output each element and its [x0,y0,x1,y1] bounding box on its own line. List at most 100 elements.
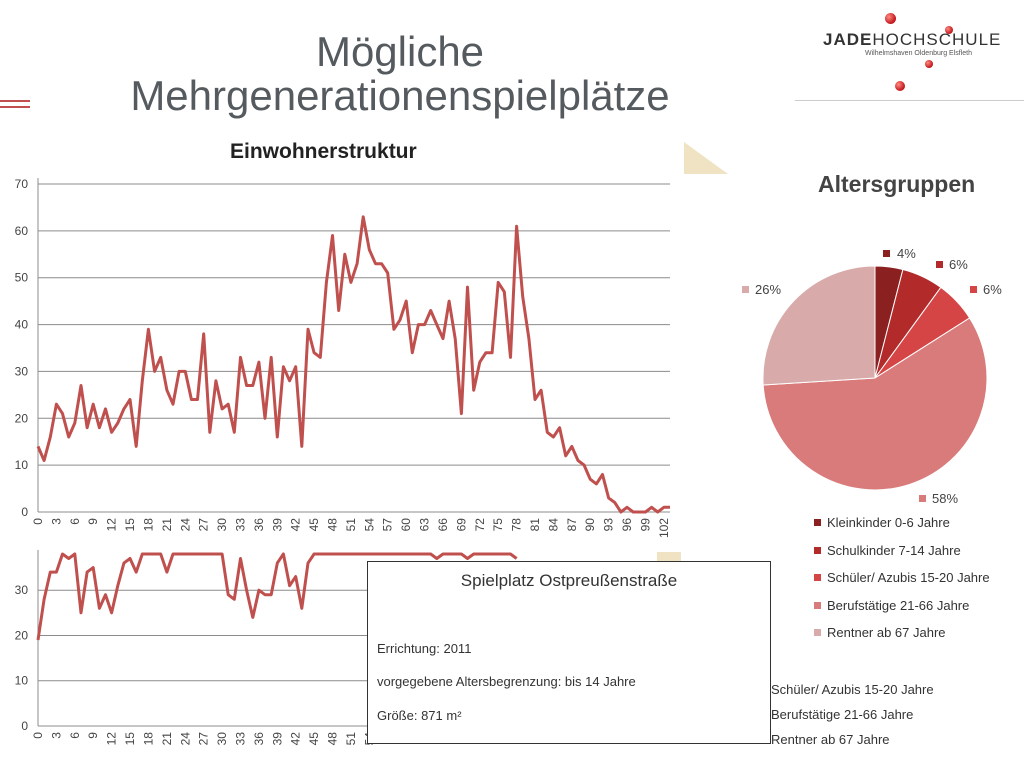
legend-swatch [814,601,821,609]
x-tick-label: 54 [362,518,376,532]
info-size: Größe: 871 m² [377,708,462,723]
logo-dot-3 [925,60,933,68]
legend-label: Rentner ab 67 Jahre [827,625,946,640]
logo-wordmark: JADEHOCHSCHULE [823,30,1001,50]
legend-item: Berufstätige 21-66 Jahre [814,598,990,626]
pie-label-swatch [936,261,943,268]
pie-label-swatch [970,286,977,293]
slide-title-line2: Mehrgenerationenspielplätze [130,72,670,119]
x-tick-label: 42 [289,732,303,746]
y-tick-label: 60 [15,224,29,238]
pie-label-swatch [919,495,926,502]
playground-info-box: Spielplatz Ostpreußenstraße Errichtung: … [367,561,771,744]
x-tick-label: 69 [454,518,468,532]
x-tick-label: 9 [86,518,100,525]
x-tick-label: 36 [252,518,266,532]
y-tick-label: 10 [15,674,29,688]
overflow-legend-label: Berufstätige 21-66 Jahre [771,707,914,722]
x-tick-label: 78 [510,518,524,532]
info-construction-year: Errichtung: 2011 [377,641,472,656]
x-tick-label: 0 [31,518,45,525]
legend-label: Berufstätige 21-66 Jahre [827,597,970,613]
legend-swatch [814,629,821,636]
legend-label: Schüler/ Azubis 15-20 Jahre [827,570,990,585]
x-tick-label: 66 [436,518,450,532]
x-tick-label: 51 [344,518,358,532]
title-decoration-line [0,100,30,108]
info-age-limit: vorgegebene Altersbegrenzung: bis 14 Jah… [377,674,636,689]
x-tick-label: 45 [307,518,321,532]
x-tick-label: 93 [602,518,616,532]
y-tick-label: 0 [21,719,28,733]
x-tick-label: 39 [270,732,284,746]
x-tick-label: 75 [491,518,505,532]
x-tick-label: 48 [326,518,340,532]
pie-data-label: 6% [983,282,1002,297]
x-tick-label: 12 [105,732,119,746]
pie-legend: Kleinkinder 0-6 Jahre Schulkinder 7-14 J… [814,515,990,653]
overflow-legend-label: Rentner ab 67 Jahre [771,732,890,747]
y-tick-label: 50 [15,271,29,285]
x-tick-label: 102 [657,518,671,538]
logo-dot-1 [885,13,896,24]
legend-swatch [814,574,821,581]
legend-item: Kleinkinder 0-6 Jahre [814,515,990,543]
x-tick-label: 9 [86,732,100,739]
pie-label-swatch [883,250,890,257]
y-tick-label: 20 [15,411,29,425]
legend-item: Schulkinder 7-14 Jahre [814,543,990,571]
pie-data-label: 6% [949,257,968,272]
x-tick-label: 33 [233,732,247,746]
pie-data-label: 26% [755,282,781,297]
x-tick-label: 18 [141,732,155,746]
legend-label: Kleinkinder 0-6 Jahre [827,515,950,530]
x-tick-label: 6 [68,518,82,525]
overflow-legend: Schüler/ Azubis 15-20 Jahre Berufstätige… [771,682,934,757]
x-tick-label: 99 [638,518,652,532]
x-tick-label: 87 [565,518,579,532]
x-tick-label: 33 [233,518,247,532]
legend-swatch [814,546,821,554]
x-tick-label: 90 [583,518,597,532]
legend-item: Schüler/ Azubis 15-20 Jahre [814,570,990,598]
x-tick-label: 12 [105,518,119,532]
x-tick-label: 30 [215,732,229,746]
x-tick-label: 51 [344,732,358,746]
logo-dot-2 [945,26,953,34]
x-tick-label: 21 [160,518,174,532]
x-tick-label: 27 [197,732,211,746]
x-tick-label: 0 [31,732,45,739]
legend-label: Schulkinder 7-14 Jahre [827,542,961,558]
x-tick-label: 15 [123,518,137,532]
y-tick-label: 0 [21,505,28,519]
pie-data-label: 4% [897,246,916,261]
info-box-title: Spielplatz Ostpreußenstraße [460,571,678,590]
y-tick-label: 20 [15,628,29,642]
x-tick-label: 84 [546,518,560,532]
y-tick-label: 30 [15,364,29,378]
altersgruppen-pie-chart: 4% 6% 6% 58% 26% [742,246,1002,506]
x-tick-label: 6 [68,732,82,739]
slide-title: Mögliche Mehrgenerationenspielplätze [40,30,760,118]
x-tick-label: 3 [49,518,63,525]
series-line [36,215,670,514]
pie-slice [762,265,876,386]
pie-label-swatch [742,286,749,293]
header-divider [795,100,1024,101]
jade-hochschule-logo: JADEHOCHSCHULE Wilhelmshaven Oldenburg E… [815,8,1015,93]
x-tick-label: 72 [473,518,487,532]
x-tick-label: 57 [381,518,395,532]
x-tick-label: 18 [141,518,155,532]
overflow-legend-label: Schüler/ Azubis 15-20 Jahre [771,682,934,697]
x-tick-label: 24 [178,518,192,532]
logo-brand-right: HOCHSCHULE [872,30,1002,49]
pie-data-label: 58% [932,491,958,506]
x-tick-label: 30 [215,518,229,532]
legend-item: Rentner ab 67 Jahre [814,625,990,653]
x-tick-label: 60 [399,518,413,532]
x-tick-label: 15 [123,732,137,746]
legend-swatch [814,519,821,526]
logo-dot-4 [895,81,905,91]
x-tick-label: 24 [178,732,192,746]
